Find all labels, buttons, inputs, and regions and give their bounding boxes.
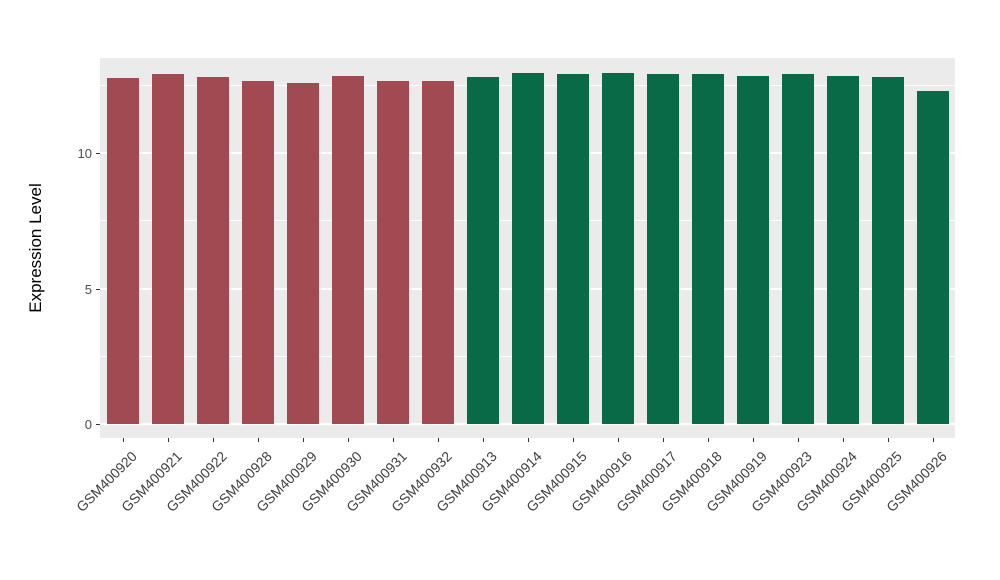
x-tick-mark [122, 438, 124, 442]
bar-GSM400917 [646, 74, 679, 424]
bar-GSM400925 [871, 77, 904, 424]
x-tick-mark [707, 438, 709, 442]
bar-GSM400918 [691, 74, 724, 424]
y-tick-label: 0 [84, 417, 92, 432]
x-tick-mark [932, 438, 934, 442]
x-tick-mark [482, 438, 484, 442]
bar-GSM400929 [286, 82, 319, 424]
bar-GSM400914 [511, 73, 544, 424]
x-tick-mark [167, 438, 169, 442]
bar-GSM400916 [601, 73, 634, 424]
x-tick-mark [572, 438, 574, 442]
y-tick-label: 10 [77, 146, 92, 161]
x-tick-mark [347, 438, 349, 442]
y-tick-label: 5 [84, 281, 92, 297]
y-tick-mark [96, 424, 100, 425]
bar-GSM400928 [241, 81, 274, 424]
bar-GSM400924 [826, 75, 859, 424]
x-tick-mark [392, 438, 394, 442]
bar-GSM400926 [916, 90, 949, 424]
bar-GSM400921 [151, 74, 184, 424]
bar-GSM400915 [556, 74, 589, 424]
y-tick-mark [96, 288, 100, 290]
bar-GSM400923 [781, 74, 814, 424]
bar-GSM400920 [106, 78, 139, 424]
x-tick-mark [887, 438, 889, 442]
x-tick-mark [212, 438, 214, 442]
y-axis-title: Expression Level [26, 183, 45, 313]
bar-GSM400919 [736, 75, 769, 424]
bar-GSM400931 [376, 81, 409, 424]
bar-GSM400932 [421, 81, 454, 424]
bar-GSM400930 [331, 75, 364, 424]
x-tick-mark [527, 438, 529, 442]
x-tick-mark [752, 438, 754, 442]
x-tick-mark [662, 438, 664, 442]
x-tick-mark [842, 438, 844, 442]
x-tick-mark [797, 438, 799, 442]
x-tick-mark [437, 438, 439, 442]
bar-GSM400922 [196, 77, 229, 424]
x-tick-mark [302, 438, 304, 442]
x-tick-mark [617, 438, 619, 442]
y-tick-mark [96, 153, 100, 154]
x-tick-mark [257, 438, 259, 442]
bar-GSM400913 [466, 77, 499, 424]
major-gridline [100, 423, 955, 425]
plot-panel [100, 58, 955, 438]
